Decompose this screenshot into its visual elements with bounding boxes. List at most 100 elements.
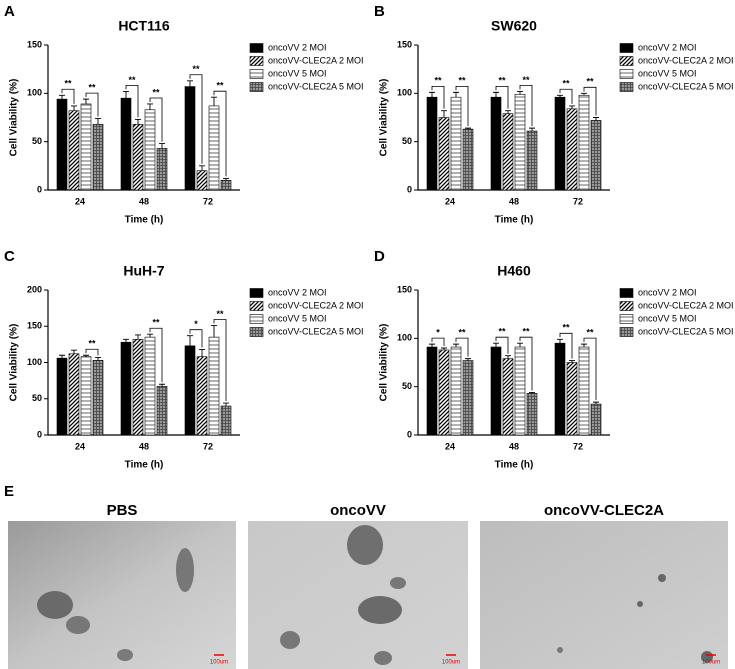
bar [184,345,196,436]
bar [208,336,220,436]
error-bar [187,335,193,346]
error-bar [223,177,229,181]
y-tick-label: 0 [407,429,412,439]
bar [144,336,156,436]
x-tick-label: 72 [203,441,213,451]
image-title: oncoVV-CLEC2A [544,502,664,519]
panel-label: A [4,3,15,20]
x-tick-label: 72 [203,196,213,206]
micrograph [8,521,236,669]
error-bar [465,127,471,130]
significance-bracket [85,348,99,356]
y-tick-label: 100 [27,88,42,98]
micrograph [480,521,728,669]
legend-swatch [619,69,634,79]
error-bar [581,343,587,348]
significance-bracket [61,88,75,104]
significance-label: * [436,328,440,338]
legend-swatch [619,288,634,298]
x-axis-title: Time (h) [125,460,164,471]
bar [554,342,566,436]
bar [490,96,502,191]
cell-cluster [557,647,563,653]
legend-swatch [249,314,264,324]
legend-label: oncoVV-CLEC2A 5 MOI [268,326,364,336]
legend-label: oncoVV-CLEC2A 5 MOI [638,326,734,336]
error-bar [593,117,599,121]
legend-swatch [249,43,264,53]
significance-bracket [455,85,469,127]
x-tick-label: 24 [445,441,455,451]
error-bar [147,333,153,338]
chart-title: H460 [497,263,531,279]
significance-label: ** [434,76,442,86]
significance-label: ** [152,87,160,97]
panel-label: D [374,248,385,265]
bar [196,356,208,436]
bar [438,117,450,191]
bar [514,94,526,191]
error-bar [581,92,587,96]
significance-bracket [431,85,445,109]
y-tick-label: 100 [397,333,412,343]
error-bar [135,334,141,340]
bar [566,362,578,436]
error-bar [453,91,459,98]
bar [220,180,232,191]
significance-bracket [583,337,597,401]
significance-bracket [213,90,227,177]
significance-bracket [189,74,203,164]
cell-cluster [37,591,73,619]
legend-label: oncoVV-CLEC2A 5 MOI [638,81,734,91]
significance-label: ** [458,328,466,338]
y-tick-label: 50 [402,136,412,146]
y-tick-label: 150 [397,284,412,294]
error-bar [429,91,435,98]
significance-label: ** [498,327,506,337]
significance-label: ** [522,75,530,85]
x-tick-label: 48 [509,441,519,451]
error-bar [199,349,205,357]
error-bar [83,98,89,104]
error-bar [211,96,217,106]
legend-swatch [249,69,264,79]
error-bar [557,338,563,344]
legend-label: oncoVV 2 MOI [638,42,697,52]
y-axis-title: Cell Viability (%) [379,324,390,402]
legend-label: oncoVV-CLEC2A 2 MOI [268,55,364,65]
error-bar [59,94,65,100]
y-tick-label: 50 [32,136,42,146]
bar [132,123,144,191]
error-bar [493,342,499,348]
legend-swatch [619,43,634,53]
significance-label: ** [88,339,96,349]
significance-label: ** [216,81,224,91]
significance-bracket [519,85,533,127]
significance-bracket [495,336,509,354]
y-axis-title: Cell Viability (%) [9,79,20,157]
error-bar [557,94,563,98]
bar [120,97,132,191]
legend-label: oncoVV 2 MOI [268,42,327,52]
scale-bar-label: 100um [210,660,228,666]
y-axis-title: Cell Viability (%) [9,324,20,402]
bar [156,148,168,191]
bar [462,128,474,191]
legend-label: oncoVV-CLEC2A 2 MOI [268,300,364,310]
significance-bracket [583,86,597,116]
cell-cluster [658,574,666,582]
significance-label: * [194,319,198,329]
significance-label: ** [152,318,160,328]
bar [566,108,578,191]
error-bar [593,401,599,405]
error-bar [199,165,205,171]
error-bar [517,90,523,95]
legend-label: oncoVV 5 MOI [268,68,327,78]
error-bar [569,105,575,109]
error-bar [505,355,511,359]
legend-label: oncoVV 2 MOI [638,287,697,297]
panel-label: C [4,248,15,265]
y-axis-title: Cell Viability (%) [379,79,390,157]
significance-bracket [149,327,163,383]
bar [220,405,232,436]
